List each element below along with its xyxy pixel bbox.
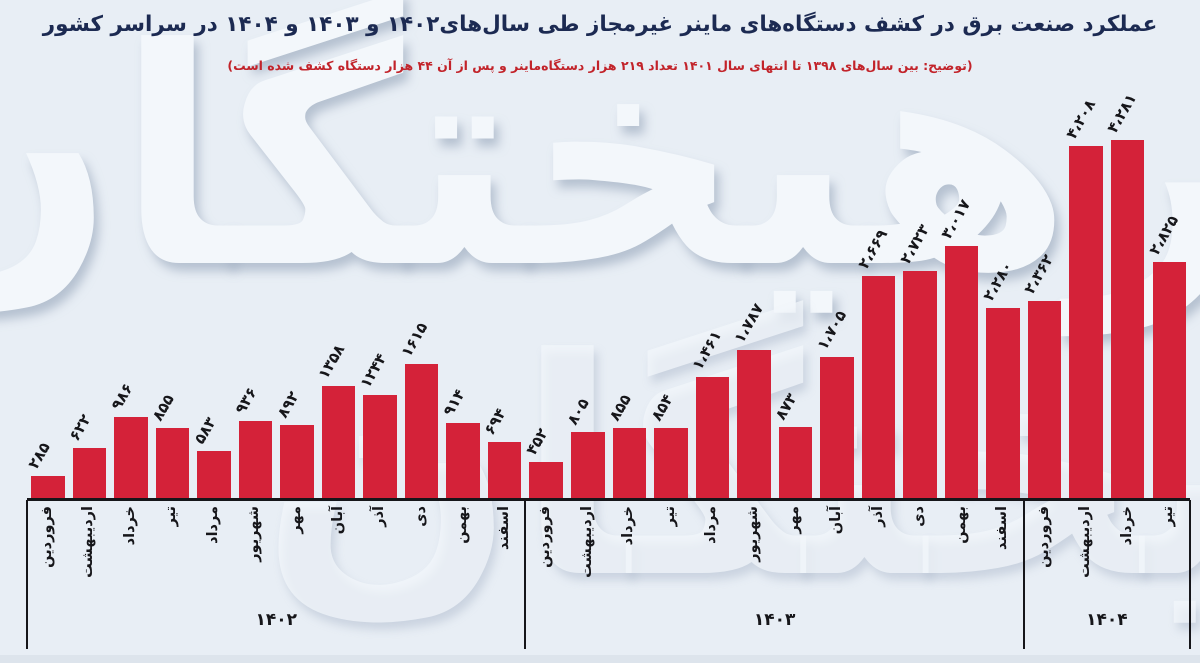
month-label: اسفند [994, 506, 1011, 550]
month-label: تیر [163, 506, 180, 527]
month-label: اردیبهشت [578, 506, 595, 578]
year-label: ۱۴۰۴ [1086, 610, 1128, 630]
month-label: اسفند [495, 506, 512, 550]
year-divider [1022, 500, 1025, 649]
bar-value-label: ۹۳۶ [231, 384, 261, 417]
bar-۱۴۰۳-2 [571, 432, 605, 500]
bar-value-label: ۸۵۵ [605, 391, 635, 424]
bar-۱۴۰۲-4 [155, 428, 190, 500]
bar-value-label: ۶۹۴ [480, 405, 511, 438]
year-divider [524, 500, 527, 649]
bar-value-label: ۸۷۳ [771, 390, 801, 423]
bar-۱۴۰۳-7 [778, 427, 813, 500]
bar-۱۴۰۴-4 [1152, 262, 1186, 500]
bar-۱۴۰۳-5 [695, 377, 730, 500]
bar-value-label: ۱۶۱۵ [397, 319, 432, 360]
bar-value-label: ۲۸۵ [23, 439, 54, 472]
bar-۱۴۰۴-2 [1069, 146, 1103, 500]
bar-۱۴۰۳-4 [654, 428, 688, 500]
year-label: ۱۴۰۳ [753, 610, 796, 630]
month-label: مرداد [703, 506, 720, 544]
month-label: بهمن [454, 506, 471, 544]
chart-subtitle: (توضیح: بین سال‌های ۱۳۹۸ تا انتهای سال ۱… [227, 58, 973, 73]
bar-value-label: ۲،۲۸۰ [979, 258, 1016, 304]
month-label: خرداد [121, 506, 138, 546]
month-label: شهریور [744, 506, 761, 562]
month-label: آبان [329, 506, 346, 535]
bar-۱۴۰۲-5 [197, 451, 231, 500]
bar-۱۴۰۲-12 [487, 442, 522, 500]
month-label: مرداد [204, 506, 221, 544]
month-label: آبان [827, 506, 844, 535]
bar-value-label: ۸۵۴ [646, 391, 677, 424]
bar-value-label: ۴،۲۸۱ [1103, 90, 1141, 136]
month-label: دی [412, 506, 429, 527]
bar-۱۴۰۳-1 [529, 462, 563, 500]
month-label: تیر [661, 506, 678, 527]
chart-title: عملکرد صنعت برق در کشف دستگاه‌های ماینر … [42, 12, 1158, 37]
bar-۱۴۰۲-3 [114, 417, 148, 500]
x-axis-line [27, 498, 1190, 501]
bar-value-label: ۱،۴۶۱ [688, 327, 726, 373]
bar-value-label: ۱،۷۸۷ [730, 300, 767, 346]
month-label: خرداد [620, 506, 637, 546]
bar-value-label: ۲،۸۲۵ [1145, 212, 1183, 258]
bar-value-label: ۵۸۳ [190, 414, 220, 447]
bar-value-label: ۹۱۴ [439, 386, 469, 419]
bar-value-label: ۱،۷۰۵ [813, 307, 850, 353]
month-label: فروردین [38, 506, 55, 568]
bar-value-label: ۴،۲۰۸ [1062, 96, 1100, 142]
bar-value-label: ۹۸۶ [106, 380, 137, 413]
month-label: فروردین [537, 506, 554, 568]
bar-۱۴۰۲-7 [280, 425, 314, 500]
bar-۱۴۰۲-11 [446, 423, 480, 500]
month-label: بهمن [952, 506, 969, 544]
bar-۱۴۰۳-6 [737, 350, 771, 500]
bar-۱۴۰۲-10 [404, 364, 439, 500]
bar-۱۴۰۳-11 [944, 246, 979, 500]
bar-value-label: ۱۳۵۸ [314, 341, 349, 382]
month-label: دی [911, 506, 927, 527]
bar-۱۴۰۳-8 [820, 357, 854, 500]
month-label: آذر [869, 506, 886, 527]
month-label: آذر [371, 506, 388, 527]
bar-۱۴۰۳-12 [986, 308, 1020, 500]
bar-۱۴۰۲-6 [238, 421, 273, 500]
bar-۱۴۰۲-1 [31, 476, 65, 500]
month-label: شهریور [246, 506, 263, 562]
bar-۱۴۰۴-3 [1110, 140, 1145, 500]
month-label: مهر [288, 506, 304, 534]
month-label: فروردین [1035, 506, 1052, 568]
month-label: تیر [1160, 506, 1177, 527]
month-label: مهر [786, 506, 803, 534]
bottom-edge-strip [0, 655, 1200, 663]
month-label: اردیبهشت [80, 506, 97, 578]
year-label: ۱۴۰۲ [255, 610, 297, 630]
bar-value-label: ۲،۶۶۹ [854, 226, 892, 272]
month-label: خرداد [1118, 506, 1135, 546]
bar-value-label: ۸۰۵ [563, 395, 594, 428]
bar-value-label: ۶۲۲ [65, 411, 95, 444]
bar-value-label: ۲،۳۶۲ [1020, 251, 1058, 297]
bar-value-label: ۸۵۵ [148, 391, 178, 424]
bar-value-label: ۲،۷۲۳ [896, 221, 933, 267]
bar-۱۴۰۲-9 [363, 395, 397, 500]
bar-value-label: ۴۵۲ [522, 425, 552, 458]
year-divider [26, 500, 28, 649]
bar-value-label: ۸۹۲ [273, 388, 303, 421]
bar-۱۴۰۳-3 [612, 428, 646, 500]
bar-۱۴۰۴-1 [1027, 301, 1062, 500]
bar-۱۴۰۳-10 [903, 271, 937, 500]
bar-۱۴۰۲-8 [321, 386, 356, 500]
bar-۱۴۰۲-2 [72, 448, 106, 500]
year-divider [1189, 500, 1191, 649]
bar-value-label: ۱۲۴۴ [356, 350, 390, 391]
month-label: اردیبهشت [1077, 506, 1094, 578]
bar-value-label: ۳،۰۱۷ [937, 196, 975, 242]
bar-۱۴۰۳-9 [861, 276, 896, 500]
